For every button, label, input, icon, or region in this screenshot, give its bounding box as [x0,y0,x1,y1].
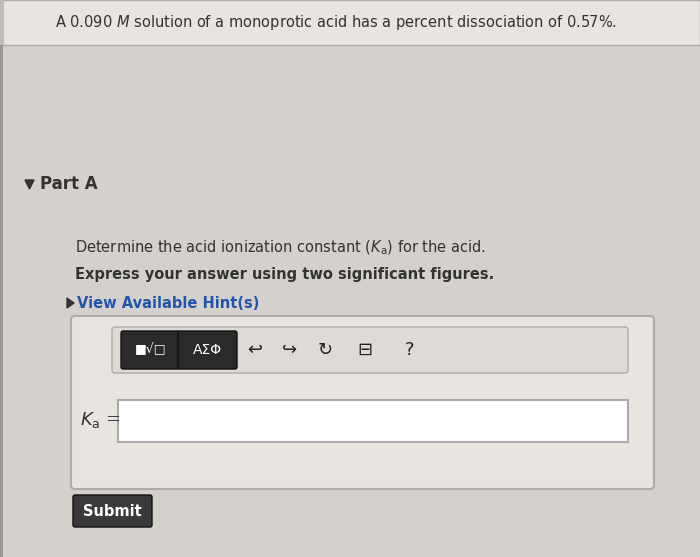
FancyBboxPatch shape [121,331,180,369]
Polygon shape [67,298,74,308]
Text: ⊟: ⊟ [358,341,372,359]
Text: ?: ? [405,341,414,359]
FancyBboxPatch shape [112,327,628,373]
Text: A 0.090 $M$ solution of a monoprotic acid has a percent dissociation of 0.57%.: A 0.090 $M$ solution of a monoprotic aci… [55,12,617,32]
Text: Submit: Submit [83,504,142,519]
FancyBboxPatch shape [71,316,654,489]
FancyBboxPatch shape [178,331,237,369]
Text: View Available Hint(s): View Available Hint(s) [77,296,260,310]
Text: Determine the acid ionization constant $(K_{\mathrm{a}})$ for the acid.: Determine the acid ionization constant $… [75,239,486,257]
Text: ↩: ↩ [247,341,262,359]
Text: Part A: Part A [40,175,97,193]
Text: ↪: ↪ [282,341,298,359]
Bar [118,400,628,442]
Polygon shape [25,180,34,189]
Bar [0,0,700,45]
Bar [0,0,4,45]
Text: ΑΣΦ: ΑΣΦ [193,343,222,357]
Bar [0,45,3,557]
Text: Express your answer using two significant figures.: Express your answer using two significan… [75,267,494,282]
Text: ↻: ↻ [317,341,332,359]
FancyBboxPatch shape [73,495,152,527]
Text: ■√□: ■√□ [134,344,167,356]
Text: $K_{\mathrm{a}}$ =: $K_{\mathrm{a}}$ = [80,410,121,430]
